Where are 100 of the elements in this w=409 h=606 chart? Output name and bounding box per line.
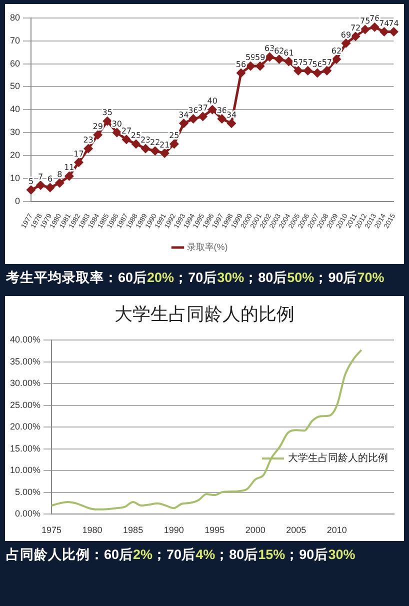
point [170,140,178,148]
data-label: 11 [64,163,74,172]
point [332,54,341,64]
point [246,62,255,70]
y-tick-label: 5.00% [14,486,41,497]
data-label: 17 [74,149,84,158]
y-tick-label: 30 [10,127,20,138]
point [256,62,264,70]
data-label: 72 [350,23,361,32]
y-tick-label: 20.00% [10,422,41,432]
point [150,146,160,156]
x-tick-label: 2005 [286,525,306,536]
point [141,144,150,153]
x-tick-label: 1985 [123,525,144,536]
data-label: 23 [83,136,94,145]
data-label: 36 [216,106,228,115]
data-label: 34 [178,110,189,120]
data-label: 21 [160,140,170,150]
data-label: 57 [302,58,313,67]
x-tick-label: 1975 [42,525,62,536]
y-tick-label: 10.00% [10,465,41,476]
data-label: 59 [255,53,266,62]
data-label: 30 [112,120,122,129]
data-label: 61 [284,48,294,58]
point [313,68,322,78]
x-tick-label: 1980 [82,525,102,536]
point [132,140,140,148]
point [64,172,74,180]
y-tick-label: 25.00% [10,400,41,410]
data-label: 62 [331,46,342,56]
point [294,66,303,75]
text: 占同龄人比例：60后2%；70后4%；80后15%；90后30% [6,547,356,562]
point [227,119,236,128]
data-label: 57 [293,58,304,67]
point [122,135,131,144]
point [198,112,208,121]
data-label: 76 [370,14,380,24]
y-tick-label: 40 [10,104,20,114]
point [112,128,122,137]
point [274,54,284,64]
point [55,178,64,188]
y-tick-label: 60 [10,58,20,68]
x-tick-label: 1990 [164,525,184,536]
data-label: 6 [48,174,53,184]
data-label: 75 [360,16,370,26]
point [351,32,360,41]
data-label: 27 [121,126,132,136]
point [189,114,198,124]
y-tick-label: 30.00% [10,378,41,388]
point [304,66,312,75]
text: 考生平均录取率：60后20%；70后30%；80后50%；90后70% [6,270,384,285]
data-label: 56 [236,60,246,70]
point [370,22,379,32]
point [284,57,293,66]
y-tick-label: 10 [10,172,20,183]
point [322,66,332,75]
data-label: 63 [264,44,275,54]
data-label: 69 [340,30,352,40]
y-tick-label: 15.00% [10,443,41,454]
point [265,52,274,62]
y-tick-label: 0 [14,196,20,206]
data-label: 74 [379,18,390,28]
point [360,25,370,34]
data-label: 62 [274,46,284,56]
point [380,28,388,36]
point [84,144,93,153]
data-label: 57 [322,58,332,67]
data-label: 40 [207,96,218,106]
data-label: 8 [57,170,62,180]
point [46,183,54,192]
data-label: 23 [140,136,151,145]
point [389,28,398,36]
y-tick-label: 40.00% [10,334,41,344]
y-tick-label: 35.00% [10,356,41,366]
data-label: 25 [130,131,142,140]
point [36,181,45,190]
x-tick-label: 2000 [245,525,266,536]
chart-title: 大学生占同龄人的比例 [114,303,296,326]
y-tick-label: 0.00% [14,508,41,519]
data-label: 29 [92,122,103,131]
point [26,186,36,194]
y-tick-label: 80 [10,12,20,22]
data-label: 7 [38,172,44,182]
y-tick-label: 70 [10,35,20,46]
data-label: 35 [102,108,112,118]
data-label: 37 [198,104,208,113]
point [179,119,188,128]
x-tick-label: 2010 [326,525,347,536]
y-tick-label: 20 [10,150,20,160]
point [74,158,83,167]
point [218,114,226,124]
legend-label: 大学生占同龄人的比例 [288,452,388,464]
point [208,105,217,114]
data-label: 74 [388,18,399,28]
legend-label: 录取率(%) [186,242,228,252]
point [103,116,112,126]
y-tick-label: 50 [10,81,20,92]
point [94,130,102,140]
point [160,148,169,158]
point [342,38,350,48]
